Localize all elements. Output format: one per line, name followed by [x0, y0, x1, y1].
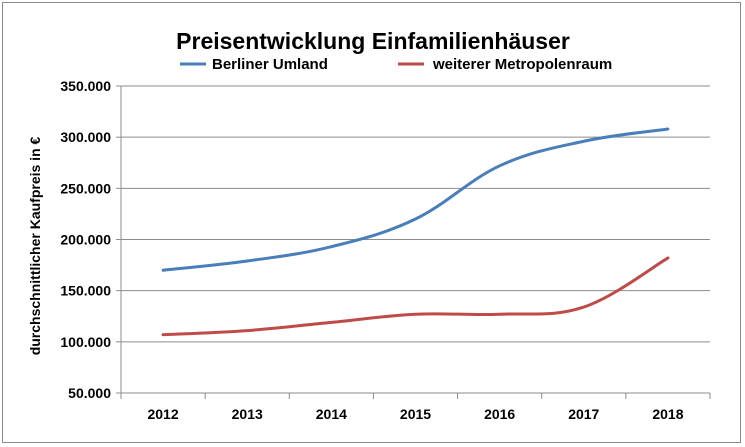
x-tick-label: 2012	[147, 406, 178, 422]
legend-label-0: Berliner Umland	[212, 56, 328, 73]
series-lines	[161, 127, 670, 337]
gridlines	[121, 85, 710, 343]
y-tick-label: 150.000	[60, 283, 111, 299]
x-tick-label: 2017	[568, 406, 599, 422]
x-tick-label: 2018	[652, 406, 683, 422]
y-tick-label: 100.000	[60, 334, 111, 350]
y-tick-label: 300.000	[60, 129, 111, 145]
legend: Berliner Umland weiterer Metropolenraum	[180, 56, 612, 73]
y-axis-label: durchschnittlicher Kaufpreis in €	[27, 136, 43, 355]
x-axis: 2012 2013 2014 2015 2016 2017 2018	[120, 86, 711, 422]
y-axis-ticks: 50.000 100.000 150.000 200.000 250.000 300.00…	[60, 78, 121, 401]
x-tick-label: 2013	[232, 406, 263, 422]
chart-title: Preisentwicklung Einfamilienhäuser	[176, 28, 570, 54]
x-tick-label: 2016	[484, 406, 515, 422]
y-tick-label: 250.000	[60, 180, 111, 196]
x-tick-label: 2014	[316, 406, 347, 422]
series-line-1	[161, 256, 670, 337]
y-tick-label: 350.000	[60, 78, 111, 94]
y-tick-label: 50.000	[68, 385, 111, 401]
series-line-0	[161, 127, 670, 272]
y-tick-label: 200.000	[60, 232, 111, 248]
chart-frame	[2, 2, 741, 443]
legend-label-1: weiterer Metropolenraum	[432, 56, 612, 73]
x-tick-label: 2015	[400, 406, 431, 422]
